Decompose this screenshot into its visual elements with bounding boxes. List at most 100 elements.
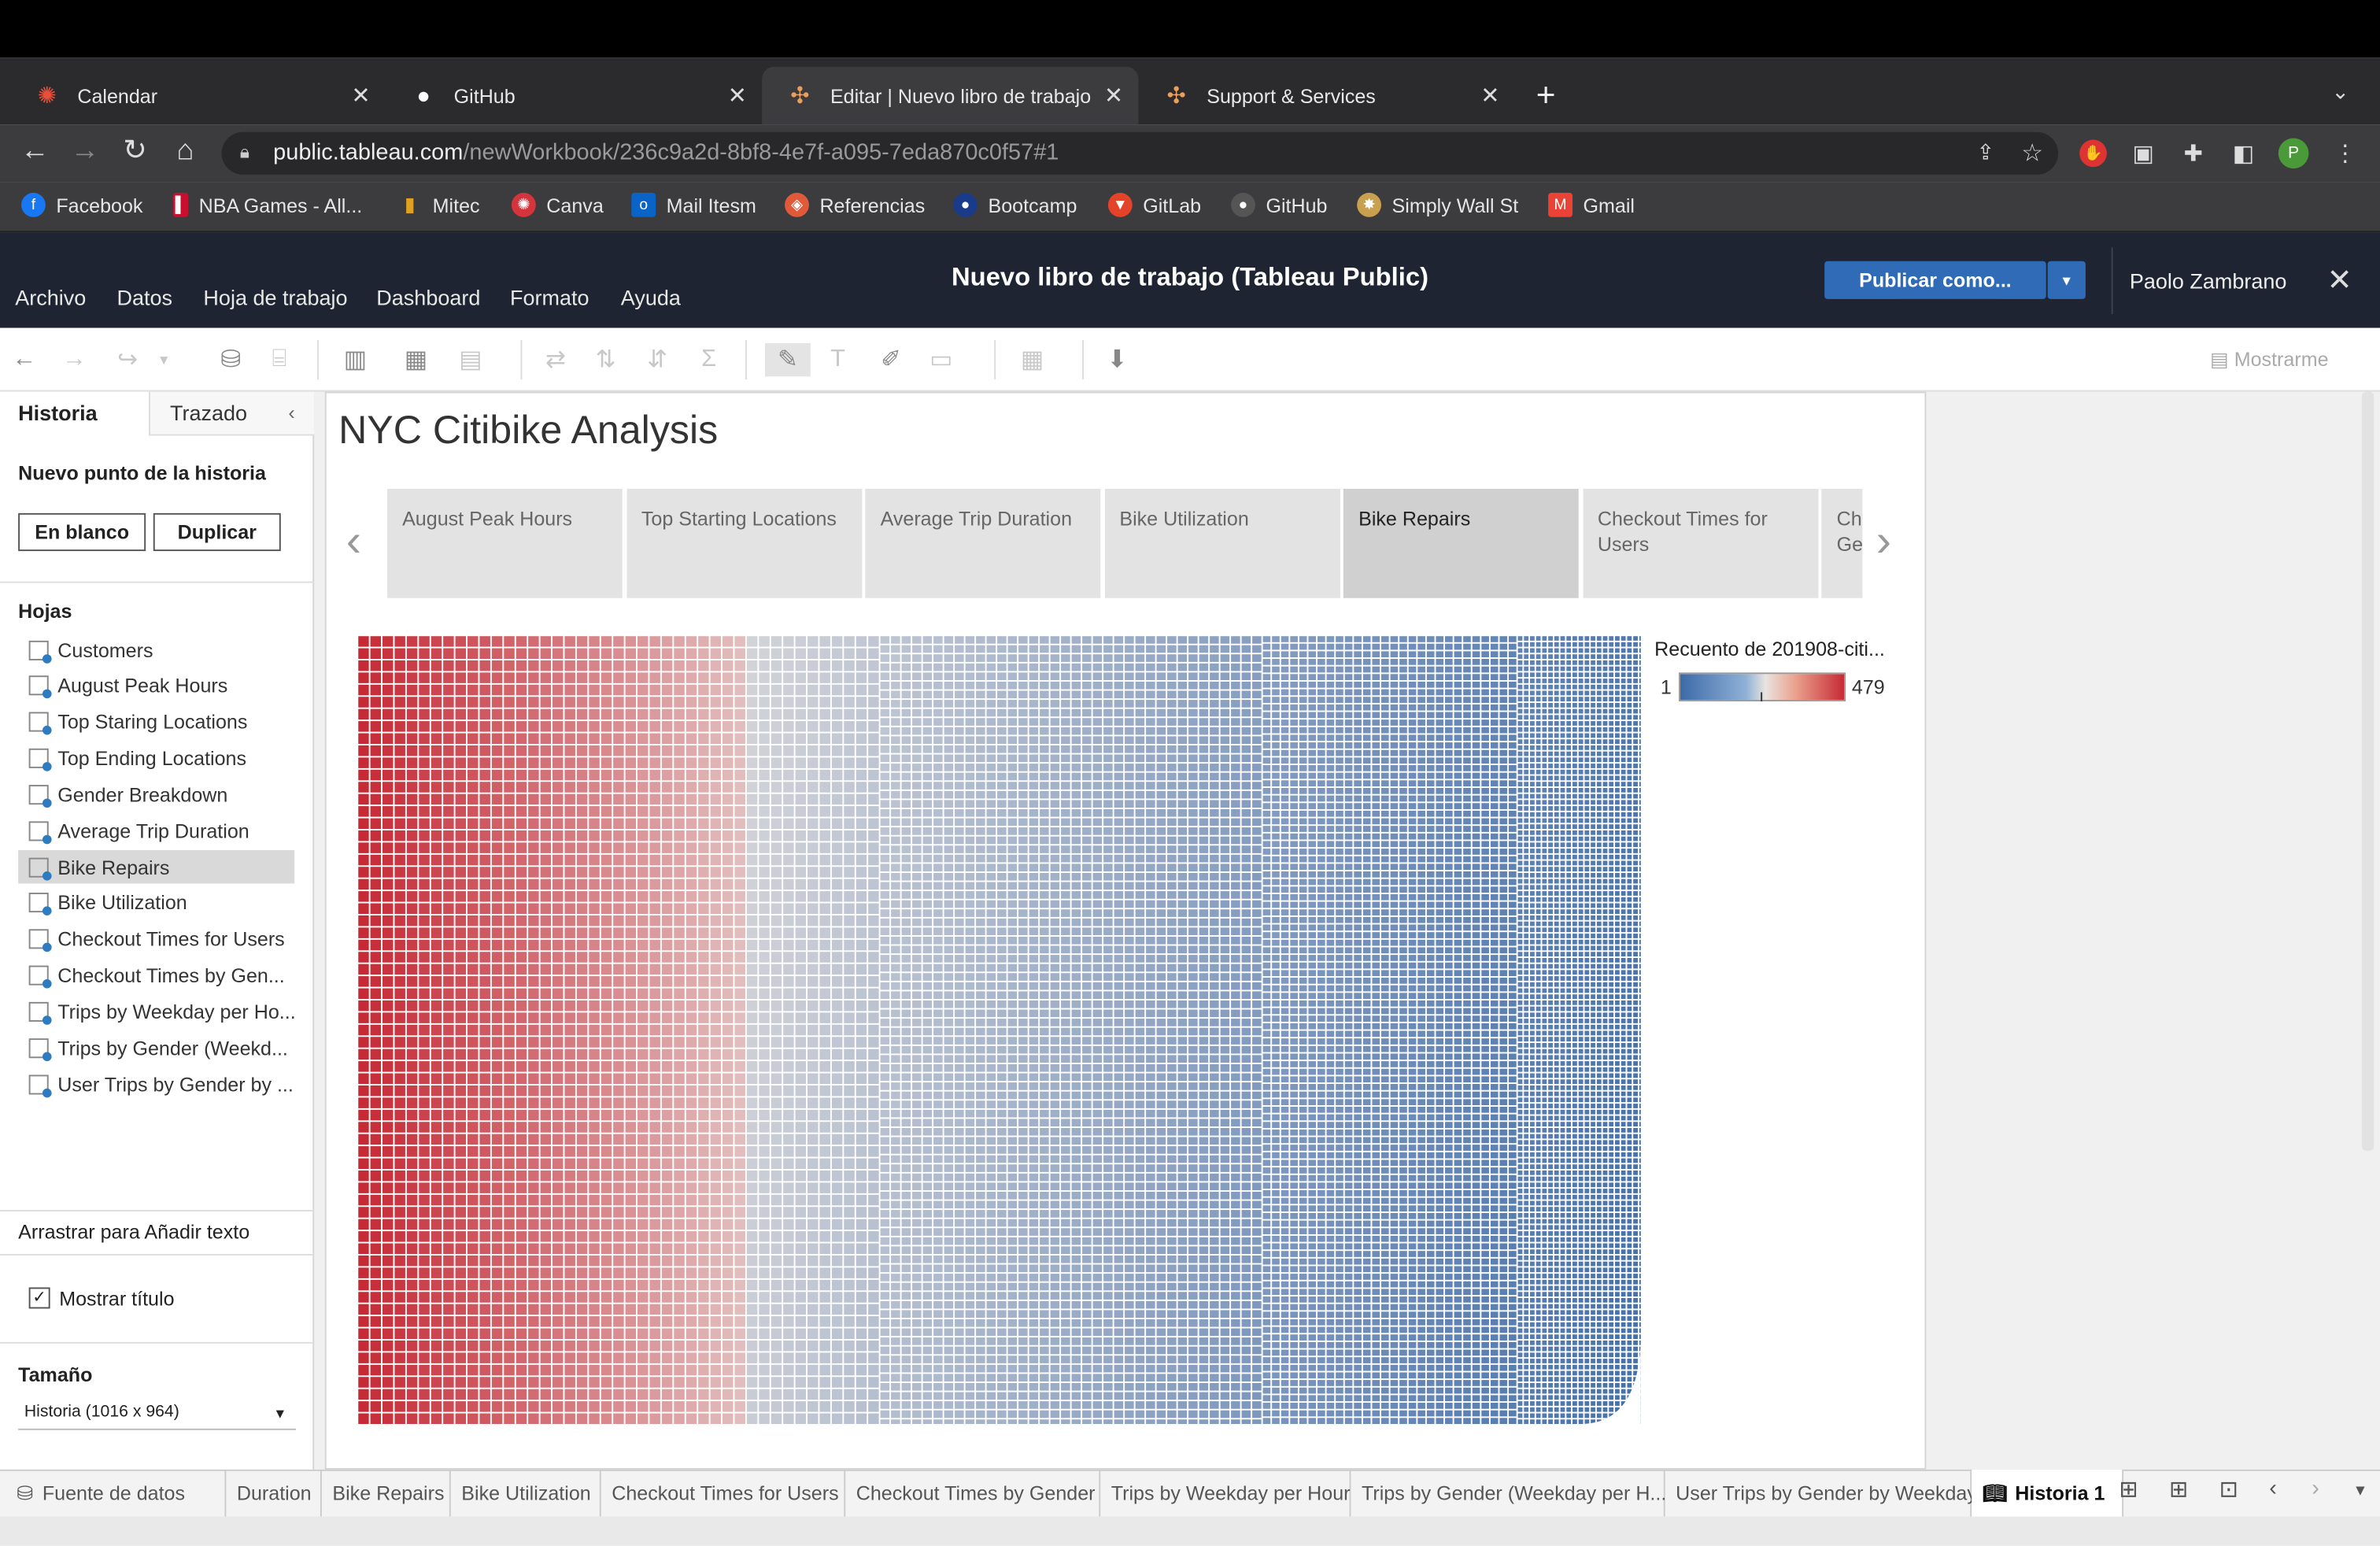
menu-ayuda[interactable]: Ayuda: [620, 285, 681, 310]
close-icon[interactable]: ✕: [727, 83, 747, 109]
sheet-item[interactable]: Top Ending Locations: [18, 742, 294, 775]
browser-menu-icon[interactable]: ⋮: [2334, 141, 2357, 168]
undo-icon[interactable]: ←: [12, 346, 37, 372]
heatmap-cell: [528, 793, 539, 805]
bookmark-gitlab[interactable]: ▼ GitLab: [1107, 192, 1201, 217]
redo-icon[interactable]: →: [62, 346, 87, 372]
sheet-item[interactable]: August Peak Hours: [18, 669, 294, 702]
browser-tab-tableau-editor[interactable]: ✣ Editar | Nuevo libro de trabajo ✕: [762, 66, 1139, 125]
story-point[interactable]: August Peak Hours: [386, 489, 623, 598]
clear-sheet-icon[interactable]: ▤: [459, 347, 482, 374]
new-worksheet-icon[interactable]: ▥: [343, 347, 367, 374]
new-tab-plus-icon[interactable]: +: [1536, 76, 1556, 114]
story-point[interactable]: Top Starting Locations: [626, 489, 862, 598]
menu-datos[interactable]: Datos: [116, 285, 173, 310]
close-icon[interactable]: ✕: [1103, 83, 1124, 109]
reload-icon[interactable]: ↻: [123, 135, 147, 168]
blank-story-point-button[interactable]: En blanco: [18, 512, 146, 552]
fit-icon[interactable]: ▭: [929, 347, 953, 374]
bookmark-simply-wall-st[interactable]: ✸ Simply Wall St: [1357, 192, 1518, 217]
sort-descending-icon[interactable]: ⇵: [647, 347, 668, 374]
sheet-item[interactable]: Top Staring Locations: [18, 705, 294, 738]
sort-ascending-icon[interactable]: ⇅: [595, 347, 616, 374]
home-icon[interactable]: ⌂: [176, 135, 194, 168]
heatmap-cell: [613, 963, 624, 975]
menu-dashboard[interactable]: Dashboard: [376, 285, 481, 310]
tab-trazado[interactable]: Trazado: [149, 391, 315, 436]
bookmark-nba[interactable]: ▌ NBA Games - All...: [172, 192, 362, 217]
size-select[interactable]: Historia (1016 x 964) ▼: [18, 1400, 297, 1430]
heatmap-chart[interactable]: [358, 636, 1641, 1425]
duplicate-sheet-icon[interactable]: ▦: [404, 347, 428, 374]
menu-hoja-de-trabajo[interactable]: Hoja de trabajo: [203, 285, 348, 310]
tab-search-chevron-icon[interactable]: ⌄: [2331, 79, 2349, 104]
sheet-item[interactable]: User Trips by Gender by ...: [18, 1067, 294, 1100]
forward-arrow-icon[interactable]: →: [70, 135, 100, 168]
menu-formato[interactable]: Formato: [510, 285, 589, 310]
pause-updates-icon[interactable]: ⌸: [272, 346, 287, 372]
bookmark-referencias[interactable]: ◈ Referencias: [785, 192, 925, 217]
totals-sigma-icon[interactable]: Σ: [701, 346, 717, 372]
heatmap-cell: [1082, 1146, 1092, 1154]
side-panel-icon[interactable]: ◧: [2232, 141, 2255, 168]
bookmark-bootcamp[interactable]: ● Bootcamp: [953, 192, 1077, 217]
drag-text-item[interactable]: Arrastrar para Añadir texto: [18, 1220, 250, 1244]
story-point[interactable]: Average Trip Duration: [865, 489, 1101, 598]
show-labels-icon[interactable]: T: [830, 346, 846, 372]
heatmap-cell: [1103, 1200, 1113, 1209]
story-point[interactable]: Checkout Times for Users: [1582, 489, 1818, 598]
story-prev-chevron-icon[interactable]: ‹: [346, 516, 362, 567]
heatmap-cell: [661, 782, 673, 793]
collapse-chevron-icon[interactable]: ‹: [288, 401, 295, 424]
new-data-source-icon[interactable]: ⛁: [220, 347, 242, 374]
format-icon[interactable]: ✐: [881, 347, 902, 374]
bookmark-mitec[interactable]: ▮ Mitec: [397, 193, 480, 217]
close-icon[interactable]: ✕: [351, 83, 371, 109]
address-bar[interactable]: 🔒︎ public.tableau.com/newWorkbook/236c9a…: [221, 131, 2059, 175]
share-icon[interactable]: ⇪: [1976, 139, 1995, 165]
story-next-chevron-icon[interactable]: ›: [1876, 516, 1892, 567]
sheet-item[interactable]: Checkout Times for Users: [18, 923, 294, 956]
story-point[interactable]: Bike Utilization: [1104, 489, 1340, 598]
browser-tab-calendar[interactable]: ✺ Calendar ✕: [9, 67, 386, 124]
bookmark-mail-itesm[interactable]: o Mail Itesm: [631, 192, 756, 217]
close-icon[interactable]: ✕: [1480, 83, 1500, 109]
show-me-button[interactable]: ▤ Mostrarme: [2210, 347, 2329, 371]
swap-rows-columns-icon[interactable]: ⇄: [545, 347, 566, 374]
extension-document-icon[interactable]: ▣: [2132, 141, 2154, 168]
replay-dropdown-icon[interactable]: ▼: [157, 352, 171, 368]
story-point[interactable]: Bike Repairs: [1343, 489, 1579, 598]
sheet-item[interactable]: Trips by Gender (Weekd...: [18, 1031, 294, 1064]
fix-axes-icon[interactable]: ▦: [1020, 347, 1044, 374]
replay-icon[interactable]: ↪: [117, 347, 138, 374]
duplicate-story-point-button[interactable]: Duplicar: [153, 512, 281, 552]
sheet-item[interactable]: Bike Repairs: [18, 850, 295, 884]
bookmark-facebook[interactable]: f Facebook: [21, 192, 142, 217]
sheet-item[interactable]: Trips by Weekday per Ho...: [18, 995, 294, 1028]
publish-dropdown-icon[interactable]: ▼: [2047, 261, 2086, 299]
sheet-item[interactable]: Checkout Times by Gen...: [18, 959, 294, 992]
extension-shield-icon[interactable]: ✋: [2076, 137, 2109, 170]
close-icon[interactable]: ✕: [2326, 264, 2352, 298]
sheet-item[interactable]: Gender Breakdown: [18, 778, 294, 811]
tab-historia[interactable]: Historia: [18, 401, 98, 426]
story-point[interactable]: Checkout Times by Gender: [1821, 489, 1863, 598]
browser-tab-support[interactable]: ✣ Support & Services ✕: [1138, 67, 1514, 124]
profile-avatar[interactable]: P: [2277, 137, 2310, 170]
menu-archivo[interactable]: Archivo: [15, 285, 87, 310]
bookmark-github[interactable]: ● GitHub: [1231, 192, 1328, 217]
highlight-pen-icon[interactable]: ✎: [765, 342, 811, 377]
browser-tab-github[interactable]: ● GitHub ✕: [386, 67, 762, 124]
bookmark-star-icon[interactable]: ☆: [2021, 141, 2043, 168]
show-title-checkbox[interactable]: ✓: [28, 1287, 50, 1309]
back-arrow-icon[interactable]: ←: [20, 135, 50, 168]
sheet-item[interactable]: Average Trip Duration: [18, 814, 294, 847]
bookmark-gmail[interactable]: M Gmail: [1548, 192, 1635, 217]
presentation-mode-icon[interactable]: ⬇: [1107, 347, 1128, 374]
user-name[interactable]: Paolo Zambrano: [2129, 268, 2287, 294]
sheet-item[interactable]: Bike Utilization: [18, 886, 294, 919]
sheet-item[interactable]: Customers: [18, 633, 294, 666]
extensions-puzzle-icon[interactable]: ✚: [2183, 141, 2203, 168]
bookmark-canva[interactable]: ✺ Canva: [511, 192, 604, 217]
publish-button[interactable]: Publicar como...: [1824, 261, 2046, 299]
